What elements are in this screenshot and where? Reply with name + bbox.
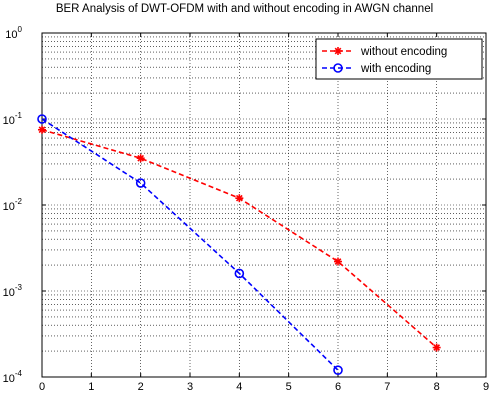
x-tick-label: 8 — [434, 381, 440, 393]
star-marker — [334, 257, 342, 266]
y-tick-label: 10-3 — [3, 283, 23, 299]
series-without-encoding — [38, 125, 441, 352]
y-tick-label: 10-2 — [3, 197, 23, 213]
star-marker — [235, 194, 244, 203]
x-tick-label: 2 — [138, 381, 144, 393]
circle-marker — [234, 268, 245, 279]
x-tick-label: 1 — [88, 381, 94, 393]
legend-label: without encoding — [360, 46, 447, 58]
x-tick-label: 9 — [483, 381, 489, 393]
y-tick-label: 10-1 — [3, 111, 23, 127]
chart-title: BER Analysis of DWT-OFDM with and withou… — [55, 3, 434, 15]
legend-label: with encoding — [360, 63, 431, 75]
legend-box — [315, 38, 483, 80]
circle-marker — [37, 114, 47, 124]
circle-marker — [333, 365, 343, 375]
star-marker — [38, 125, 46, 134]
x-tick-label: 7 — [384, 381, 390, 393]
x-tick-label: 5 — [286, 381, 292, 393]
star-marker — [334, 47, 342, 55]
x-tick-label: 6 — [335, 381, 341, 393]
legend: without encoding with encoding — [315, 38, 483, 80]
y-tick-label: 10-4 — [3, 369, 23, 385]
x-tick-label: 4 — [236, 381, 242, 393]
star-marker — [136, 154, 145, 163]
y-tick-label: 100 — [5, 25, 22, 41]
star-marker — [432, 343, 441, 352]
circle-marker — [135, 178, 146, 188]
x-tick-label: 0 — [39, 381, 45, 393]
x-tick-label: 3 — [187, 381, 193, 393]
circle-marker — [333, 63, 343, 73]
series-with-encoding — [37, 114, 343, 375]
series-line — [41, 118, 339, 371]
